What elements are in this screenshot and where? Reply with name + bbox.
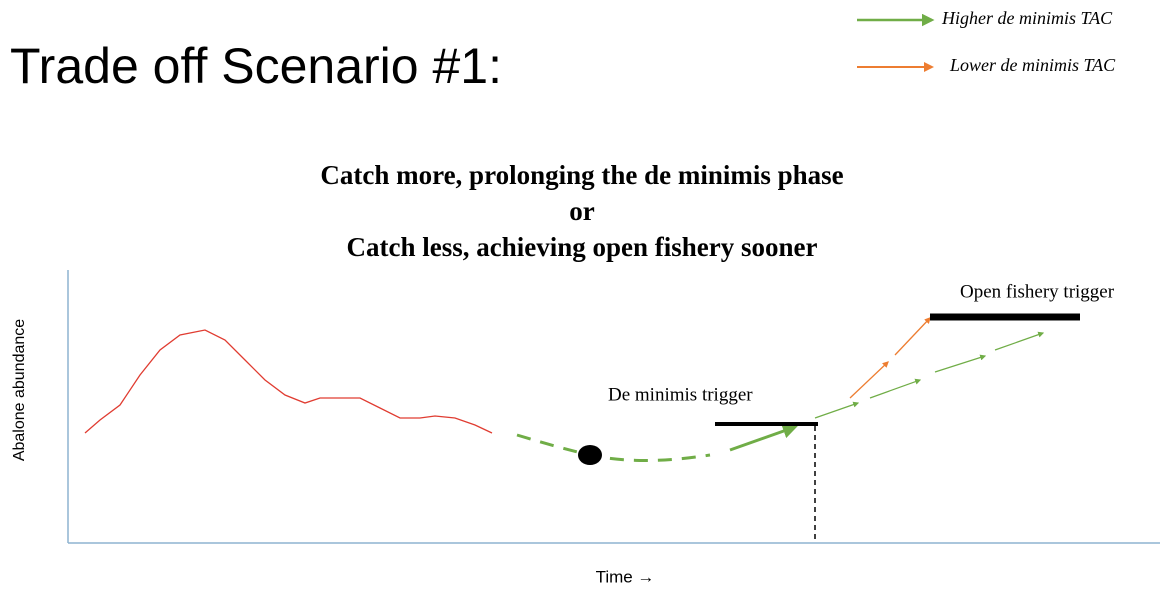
current-point [578,445,602,465]
projected-curve [516,433,711,462]
subtitle: Catch more, prolonging the de minimis ph… [320,160,843,190]
annotation: Open fishery trigger [960,281,1115,302]
arrow [814,401,860,419]
arrow [869,378,922,399]
subtitle: or [569,196,595,226]
subtitle: Catch less, achieving open fishery soone… [347,232,818,262]
annotation: De minimis trigger [608,384,753,405]
legend-label: Lower de minimis TAC [949,55,1116,75]
arrow [894,317,931,356]
historic-curve [84,329,493,434]
title: Trade off Scenario #1: [10,38,502,94]
y-axis-label: Abalone abundance [11,319,28,461]
legend-label: Higher de minimis TAC [941,8,1113,28]
arrow [934,354,987,373]
arrow [849,361,889,399]
arrow [994,331,1045,351]
arrow [729,423,798,452]
x-axis-label: Time → [596,567,655,586]
